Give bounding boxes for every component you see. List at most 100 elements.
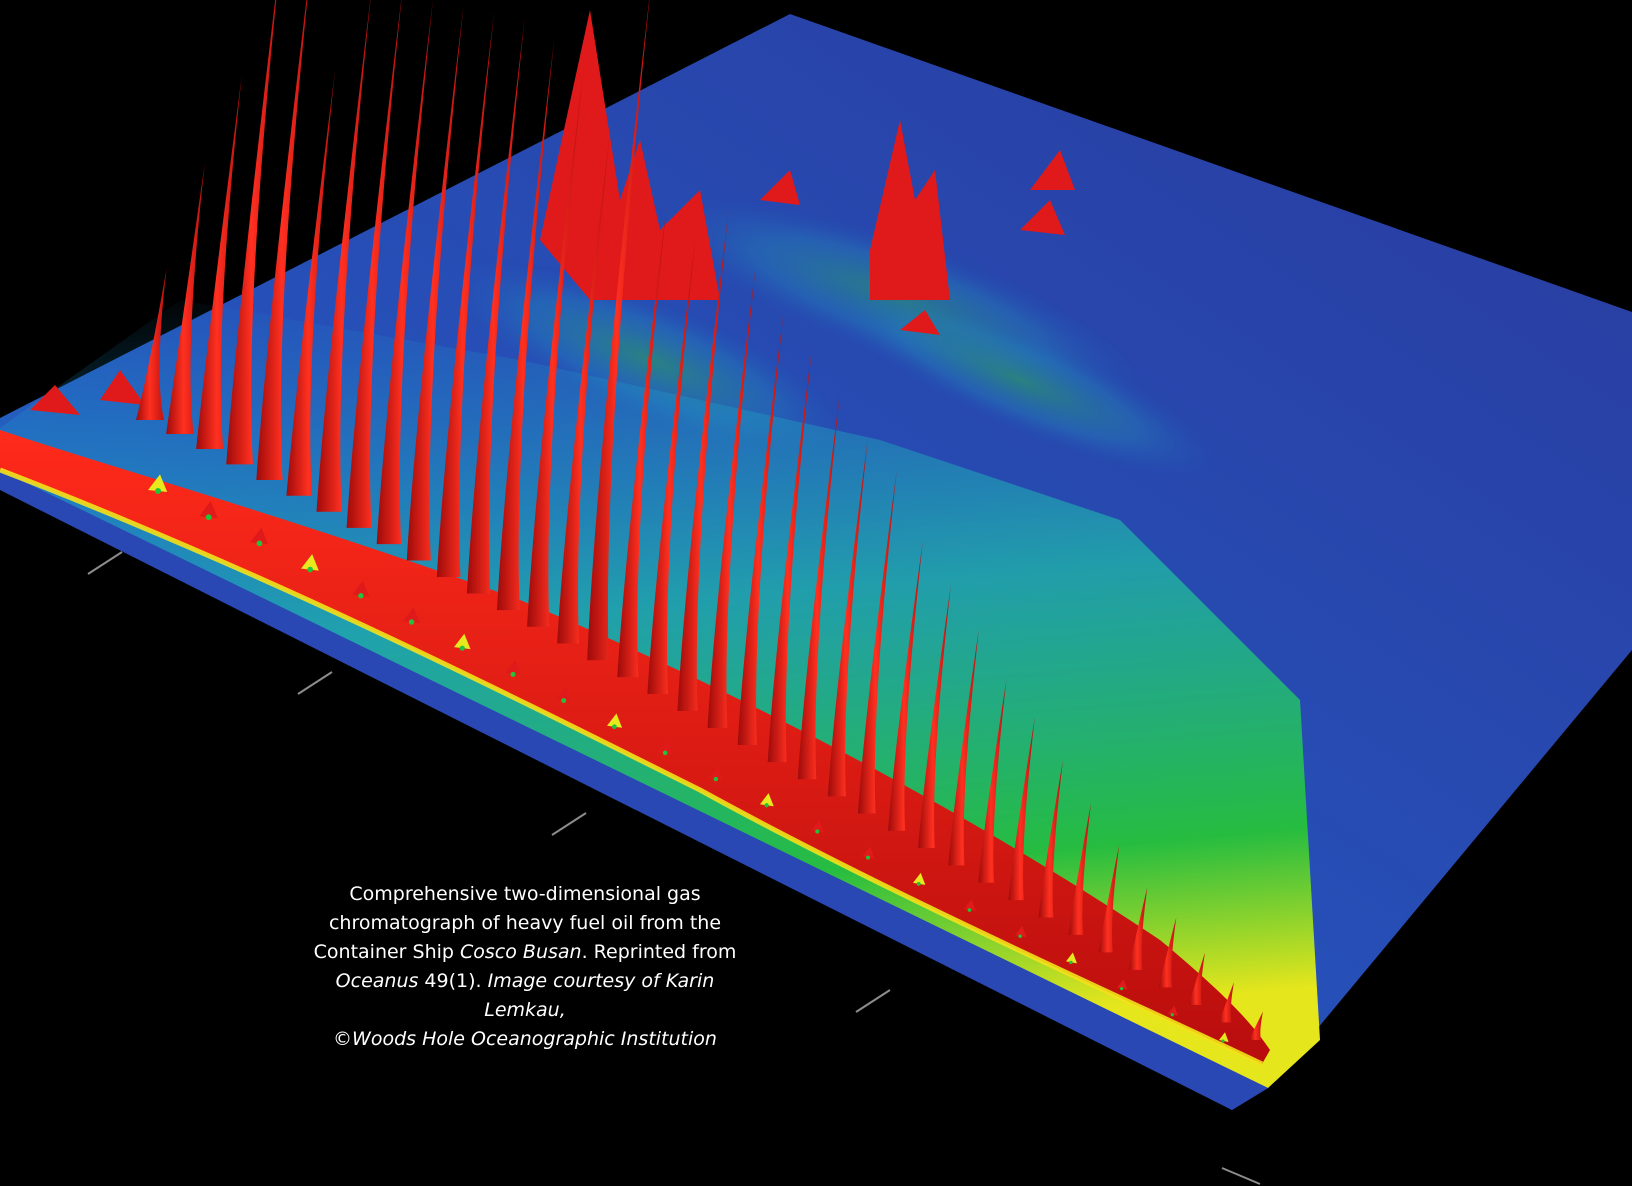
- n-alkane-peaks: [136, 0, 1263, 1040]
- alkane-peak: [888, 540, 923, 831]
- alkane-peak: [256, 0, 308, 480]
- alkane-peak: [1038, 759, 1063, 918]
- front-peak: [1117, 979, 1128, 990]
- front-peak-base: [764, 803, 769, 808]
- alkane-peak: [737, 311, 784, 745]
- front-strip-peaks: [148, 474, 1229, 1043]
- alkane-peak: [406, 3, 464, 561]
- ridge-edge: [0, 467, 1264, 1067]
- alkane-peak: [1098, 845, 1120, 953]
- axis-tick: [1221, 1167, 1261, 1185]
- axis-tick: [551, 812, 587, 836]
- peak-cluster: [1020, 200, 1065, 235]
- front-peak: [1168, 1005, 1179, 1016]
- front-peak-base: [662, 750, 668, 756]
- front-peak-base: [408, 619, 415, 625]
- alkane-peak: [827, 436, 869, 797]
- front-peak: [607, 713, 623, 728]
- alkane-peak: [1158, 917, 1177, 988]
- front-peak-base: [256, 540, 263, 547]
- peak-cluster: [540, 10, 720, 300]
- alkane-peak: [948, 629, 979, 866]
- front-peak: [658, 740, 673, 754]
- axis-tick: [87, 551, 123, 575]
- front-strip: [0, 470, 1268, 1110]
- front-peak-base: [1170, 1013, 1174, 1017]
- front-peak: [964, 899, 976, 912]
- front-peak-base: [1221, 1039, 1225, 1043]
- front-peak: [913, 872, 926, 885]
- caption-line-4: Oceanus 49(1). Image courtesy of Karin L…: [300, 967, 750, 1025]
- alkane-peak: [466, 16, 525, 594]
- front-peak: [760, 793, 774, 807]
- caption-line-1: Comprehensive two-dimensional gas: [349, 883, 701, 905]
- axis-tick: [855, 989, 891, 1013]
- front-peak-base: [866, 855, 870, 860]
- peak-cluster: [1030, 150, 1075, 190]
- alkane-peak: [527, 72, 584, 627]
- alkane-peak: [346, 0, 402, 528]
- front-peak-base: [713, 776, 719, 782]
- alkane-peak: [376, 0, 433, 545]
- ship-name: Cosco Busan: [460, 941, 582, 963]
- peak-cluster: [760, 170, 800, 205]
- caption-line-2: chromatograph of heavy fuel oil from the: [328, 912, 722, 934]
- peak-cluster: [900, 310, 940, 335]
- front-peak-base: [510, 671, 516, 677]
- front-peak: [403, 607, 420, 623]
- front-peak: [148, 474, 168, 492]
- caption-line-3: Container Ship Cosco Busan. Reprinted fr…: [300, 938, 750, 967]
- figure-caption: Comprehensive two-dimensional gas chroma…: [300, 880, 750, 1054]
- alkane-peak: [978, 679, 1007, 883]
- front-peak-base: [967, 908, 972, 912]
- front-peak: [1066, 952, 1077, 964]
- alkane-peak: [1068, 802, 1092, 935]
- axis-tick: [297, 671, 333, 695]
- front-peak: [352, 580, 370, 597]
- peak-cluster: [870, 120, 950, 300]
- front-peak: [862, 846, 875, 859]
- alkane-peak: [1218, 982, 1234, 1023]
- alkane-peak: [677, 210, 729, 711]
- front-peak: [709, 766, 724, 781]
- front-peak-base: [1069, 960, 1073, 965]
- alkane-peak: [617, 202, 668, 678]
- alkane-peak: [436, 10, 495, 577]
- alkane-peak: [166, 162, 205, 434]
- front-peak: [1219, 1032, 1229, 1042]
- secondary-peak-clusters: [30, 10, 1075, 415]
- alkane-peak: [857, 469, 897, 814]
- caption-text: 49(1).: [418, 970, 488, 992]
- red-ridge: [0, 430, 1270, 1064]
- alkane-peak: [1128, 887, 1148, 970]
- image-credit: Image courtesy of Karin Lemkau,: [484, 970, 715, 1021]
- front-peak: [505, 660, 521, 676]
- alkane-peak: [767, 344, 813, 763]
- front-peak: [1015, 925, 1027, 938]
- front-peak-base: [561, 698, 567, 703]
- front-peak: [301, 554, 319, 571]
- caption-line-5: ©Woods Hole Oceanographic Institution: [333, 1028, 717, 1050]
- alkane-peak: [496, 37, 555, 611]
- front-peak-base: [155, 488, 161, 494]
- alkane-peak: [1188, 952, 1205, 1005]
- alkane-peak: [587, 0, 650, 661]
- caption-text: . Reprinted from: [581, 941, 737, 963]
- alkane-peak: [196, 74, 242, 449]
- front-peak-base: [1119, 986, 1124, 991]
- alkane-peak: [707, 264, 756, 728]
- front-peak: [250, 527, 269, 545]
- peak-cluster: [30, 385, 80, 415]
- alkane-peak: [647, 236, 696, 695]
- alkane-peak: [136, 268, 167, 420]
- alkane-peak: [316, 0, 371, 512]
- front-peak-base: [459, 645, 465, 651]
- front-peak-base: [612, 724, 617, 730]
- alkane-peak: [797, 390, 841, 780]
- front-peak: [556, 686, 572, 702]
- front-peak-base: [358, 593, 364, 599]
- front-peak: [811, 819, 825, 833]
- peak-cluster: [100, 370, 145, 405]
- front-peak: [454, 633, 471, 650]
